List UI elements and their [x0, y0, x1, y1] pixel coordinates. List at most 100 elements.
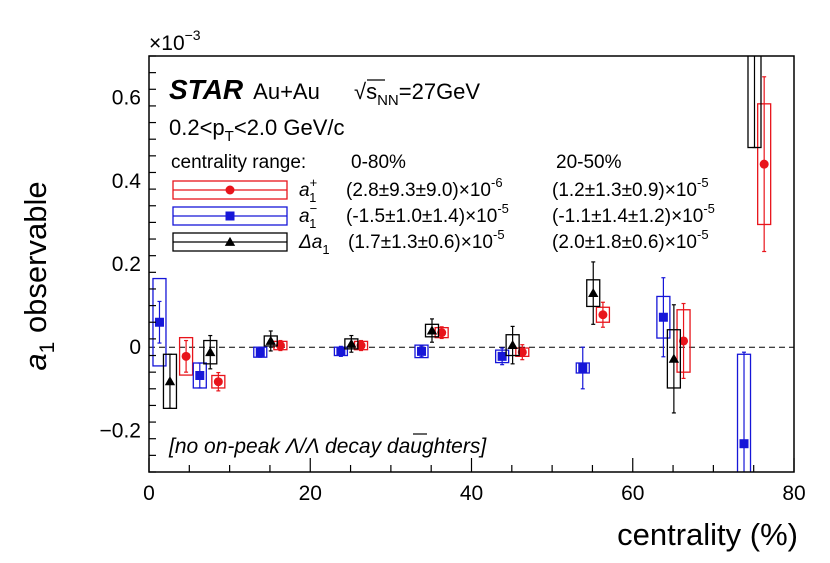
delta-marker	[668, 353, 680, 363]
pt-cut-sub: T	[225, 128, 234, 145]
a1minus-marker	[658, 312, 668, 322]
energy-label: √sNN=27GeV	[354, 79, 480, 109]
delta-marker	[588, 287, 599, 298]
a1plus-marker	[679, 336, 689, 346]
legend-value-exp: -5	[697, 227, 709, 242]
legend-label-sup: −	[310, 201, 318, 216]
x-tick-label: 40	[460, 482, 483, 505]
delta-marker	[265, 335, 276, 345]
a1minus-marker	[255, 347, 265, 357]
legend-header: centrality range:	[171, 152, 306, 173]
y-axis-label: a1 observable	[18, 181, 59, 370]
y-axis-subscript: 1	[36, 342, 59, 354]
legend-label-a1plus: a+ 1	[299, 175, 317, 205]
energy-value: =27GeV	[399, 79, 481, 104]
legend-label-symbol: a	[299, 180, 310, 201]
energy-sub: NN	[377, 92, 399, 109]
legend-col1-header: 0-80%	[351, 152, 406, 173]
a1plus-marker	[598, 310, 608, 320]
legend-value-main: (1.7±1.3±0.6)×10	[348, 232, 493, 253]
legend-col2-header: 20-50%	[556, 152, 622, 173]
legend-label-sub: 1	[309, 216, 316, 231]
x-axis-label: centrality (%)	[617, 517, 798, 552]
legend: centrality range: 0-80% 20-50% a+ 1 (2.8±9…	[171, 152, 715, 257]
delta-marker	[164, 376, 176, 386]
decay-daughters-note: [no on-peak Λ/Λ decay daughters]	[168, 435, 487, 458]
data-layer	[152, 18, 772, 472]
delta-marker	[507, 339, 518, 350]
legend-entries: a+ 1 (2.8±9.3±9.0)×10-6 (1.2±1.3±0.9)×10-5a…	[172, 175, 715, 257]
legend-value-exp: -6	[491, 175, 503, 190]
a1minus-marker	[578, 363, 588, 373]
legend-value-exp: -5	[493, 227, 505, 242]
delta-marker	[749, 18, 759, 27]
legend-value-exp: -5	[703, 201, 715, 216]
legend-label-symbol: Δa	[298, 232, 322, 253]
exponent-power: −3	[185, 27, 201, 43]
a1plus-marker	[181, 351, 191, 361]
legend-value-col2-delta: (2.0±1.8±0.6)×10-5	[552, 227, 709, 253]
pt-cut-pre: 0.2<p	[169, 115, 225, 140]
legend-label-sub: 1	[309, 190, 316, 205]
y-tick-label: −0.2	[100, 419, 141, 442]
delta-marker	[426, 325, 438, 335]
pt-cut-label: 0.2<pT<2.0 GeV/c	[169, 115, 345, 145]
a1minus-sys-box	[414, 344, 429, 359]
a1minus-marker	[417, 346, 427, 356]
legend-label-delta: Δa1	[298, 232, 330, 257]
delta-marker	[205, 347, 216, 357]
y-axis-rest: observable	[18, 181, 53, 341]
axis-tick-labels: 0 20 40 60 80 −0.2 0 0.2 0.4 0.6	[100, 87, 806, 505]
a1plus-marker	[437, 328, 447, 338]
legend-value-main: (-1.1±1.4±1.2)×10	[552, 206, 703, 227]
pt-cut-post: <2.0 GeV/c	[234, 115, 345, 140]
y-exponent-label: ×10−3	[149, 27, 201, 55]
legend-value-col1-delta: (1.7±1.3±0.6)×10-5	[348, 227, 505, 253]
legend-marker-a1minus	[225, 211, 235, 221]
legend-label-a1minus: a− 1	[299, 201, 317, 231]
y-tick-label: 0.6	[112, 87, 141, 110]
legend-value-main: (-1.5±1.0±1.4)×10	[346, 206, 497, 227]
y-tick-label: 0.4	[112, 170, 142, 193]
experiment-name: STAR	[169, 74, 244, 105]
legend-value-exp: -5	[697, 175, 709, 190]
a1plus-marker	[356, 341, 366, 351]
a1minus-marker	[195, 370, 205, 380]
a1plus-sys-box	[178, 336, 194, 376]
legend-value-main: (2.0±1.8±0.6)×10	[552, 232, 697, 253]
a1plus-marker	[759, 159, 769, 169]
a1minus-marker	[497, 351, 507, 361]
legend-marker-delta	[224, 236, 236, 246]
legend-label-symbol: a	[299, 206, 310, 227]
a1minus-marker	[336, 346, 346, 356]
legend-marker-a1plus	[225, 185, 235, 195]
legend-value-col1-a1minus: (-1.5±1.0±1.4)×10-5	[346, 201, 509, 227]
x-tick-label: 80	[782, 482, 805, 505]
x-tick-label: 60	[621, 482, 644, 505]
delta-marker	[346, 338, 357, 348]
a1plus-marker	[275, 341, 285, 351]
a1plus-marker	[213, 377, 223, 387]
legend-value-col2-a1minus: (-1.1±1.4±1.2)×10-5	[552, 201, 715, 227]
collision-system: Au+Au	[253, 79, 320, 104]
legend-value-col1-a1plus: (2.8±9.3±9.0)×10-6	[346, 175, 503, 201]
x-tick-label: 0	[143, 482, 155, 505]
axis-ticks	[148, 55, 795, 473]
experiment-header: STAR Au+Au	[169, 74, 320, 105]
legend-value-col2-a1plus: (1.2±1.3±0.9)×10-5	[552, 175, 709, 201]
legend-value-exp: -5	[497, 201, 509, 216]
energy-s: s	[366, 79, 377, 104]
y-axis-symbol: a	[18, 353, 53, 370]
legend-label-sub: 1	[322, 242, 329, 257]
legend-label-sup: +	[310, 175, 318, 190]
legend-value-main: (2.8±9.3±9.0)×10	[346, 180, 491, 201]
exponent-base: ×10	[149, 32, 185, 55]
x-tick-label: 20	[299, 482, 322, 505]
a1plus-marker	[517, 347, 527, 357]
a1minus-marker	[739, 439, 749, 449]
energy-sqrt: √	[354, 79, 367, 104]
legend-value-main: (1.2±1.3±0.9)×10	[552, 180, 697, 201]
y-tick-label: 0	[129, 336, 141, 359]
y-tick-label: 0.2	[112, 253, 141, 276]
